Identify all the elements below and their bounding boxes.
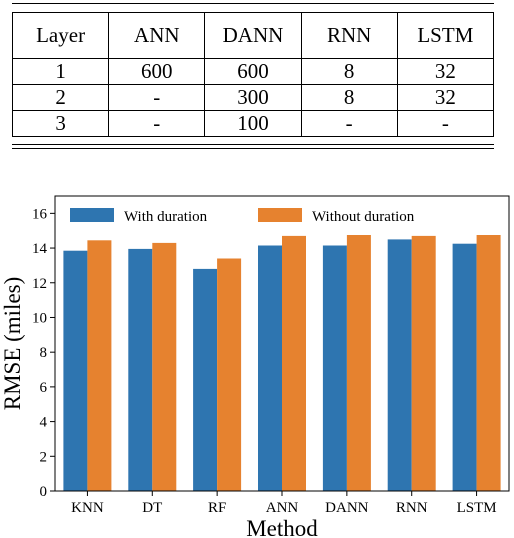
y-tick-label: 2: [40, 449, 48, 465]
table-header-row: Layer ANN DANN RNN LSTM: [11, 12, 495, 59]
legend-label: With duration: [124, 209, 208, 225]
table-header-cell: Layer: [11, 12, 110, 59]
table-cell: -: [108, 110, 206, 137]
x-axis-ticks: KNN DT RF ANN DANN RNN LSTM: [71, 491, 497, 516]
y-tick-label: 16: [32, 206, 48, 222]
bar-group: [63, 235, 501, 492]
y-tick-label: 0: [40, 484, 48, 500]
table-cell: -: [108, 84, 206, 111]
y-tick-label: 12: [32, 276, 47, 292]
table-cell: 1: [11, 58, 110, 85]
rmse-bar-chart: 0 2 4 6 8 10 12 14 16 KNN DT RF ANN DANN RNN LSTM With…: [0, 195, 510, 538]
table-header-cell: DANN: [204, 12, 302, 59]
y-tick-label: 4: [40, 415, 48, 431]
y-tick-label: 6: [40, 380, 48, 396]
table-cell: 32: [396, 84, 495, 111]
table-header-cell: LSTM: [396, 12, 495, 59]
bar-without-duration-lstm: [476, 235, 501, 491]
x-tick-label: RF: [208, 500, 226, 516]
bar-without-duration-rnn: [411, 235, 436, 491]
layer-config-table: Layer ANN DANN RNN LSTM 1 600 600 8 32 2…: [11, 12, 495, 137]
table-row: 3 - 100 - -: [11, 110, 495, 137]
table-row: 2 - 300 8 32: [11, 84, 495, 111]
legend-swatch: [70, 208, 114, 222]
bar-with-duration-rnn: [387, 239, 412, 491]
table-cell: 100: [204, 110, 302, 137]
table-cell: -: [300, 110, 398, 137]
bar-without-duration-knn: [87, 240, 112, 492]
bar-with-duration-dann: [322, 245, 347, 491]
x-axis-label: Method: [246, 516, 318, 538]
legend-label: Without duration: [312, 209, 415, 225]
legend-swatch: [258, 208, 302, 222]
bar-with-duration-ann: [258, 245, 282, 491]
y-axis-ticks: 0 2 4 6 8 10 12 14 16: [32, 206, 55, 500]
table-row: 1 600 600 8 32: [11, 58, 495, 85]
table-cell: 32: [396, 58, 495, 85]
table-cell: 3: [11, 110, 110, 137]
legend: With duration Without duration: [70, 208, 415, 225]
x-tick-label: DT: [142, 500, 162, 516]
bar-with-duration-lstm: [452, 243, 477, 491]
table-cell: 2: [11, 84, 110, 111]
table-cell: 300: [204, 84, 302, 111]
table-bottom-rule-1: [12, 144, 494, 145]
x-tick-label: DANN: [325, 500, 368, 516]
table-bottom-rule-2: [12, 148, 494, 149]
y-axis-label: RMSE (miles): [0, 277, 25, 411]
y-tick-label: 8: [40, 345, 48, 361]
bar-with-duration-dt: [128, 248, 153, 491]
bar-without-duration-dt: [152, 242, 177, 491]
x-tick-label: ANN: [266, 500, 299, 516]
x-tick-label: KNN: [71, 500, 104, 516]
table-cell: 8: [300, 58, 398, 85]
x-tick-label: LSTM: [457, 500, 497, 516]
y-tick-label: 14: [32, 241, 48, 257]
table-cell: 600: [108, 58, 206, 85]
table-header-cell: RNN: [300, 12, 398, 59]
bar-with-duration-knn: [63, 250, 88, 491]
plot-frame: [54, 195, 510, 492]
bar-with-duration-rf: [193, 268, 218, 491]
bar-without-duration-ann: [282, 235, 306, 491]
bar-without-duration-rf: [217, 258, 242, 491]
bar-without-duration-dann: [346, 235, 371, 491]
table-cell: 600: [204, 58, 302, 85]
table-top-rule: [12, 3, 494, 4]
y-tick-label: 10: [32, 310, 47, 326]
x-tick-label: RNN: [396, 500, 428, 516]
table-cell: 8: [300, 84, 398, 111]
table-cell: -: [396, 110, 495, 137]
table-header-cell: ANN: [108, 12, 206, 59]
